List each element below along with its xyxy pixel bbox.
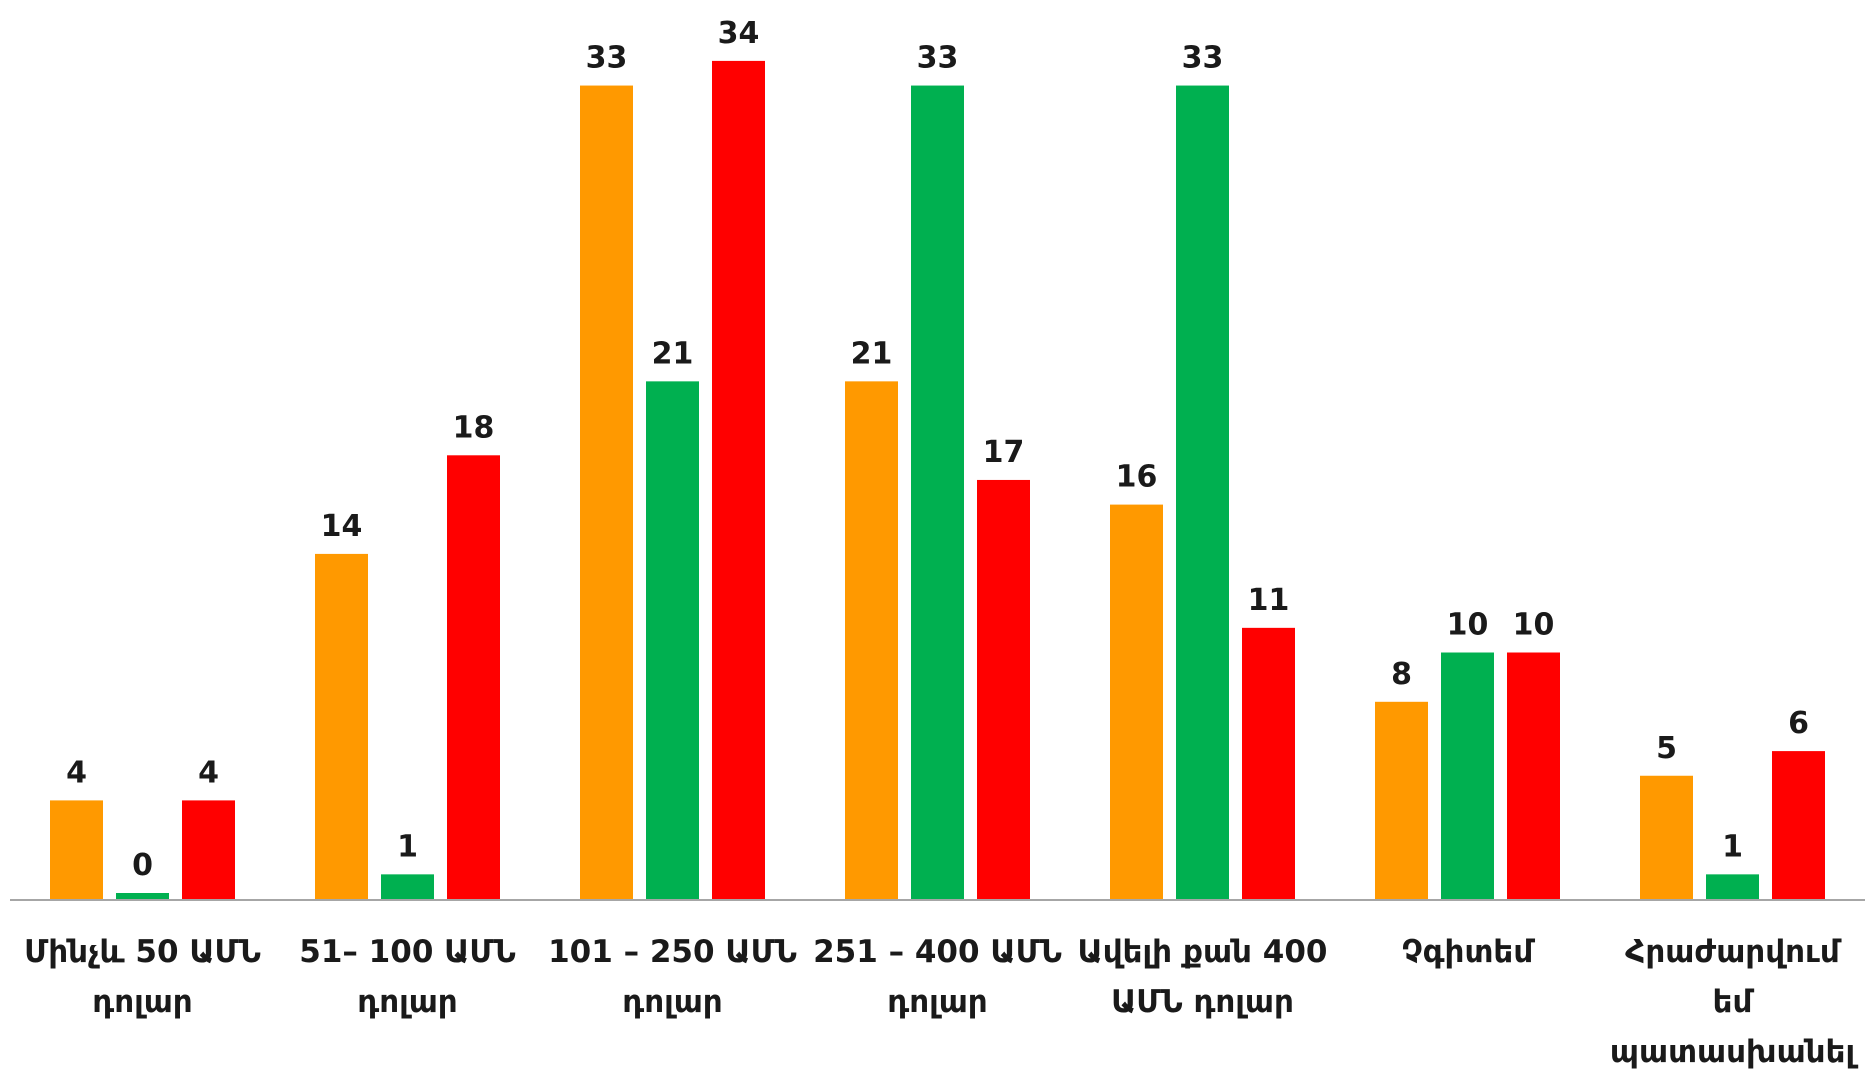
- category-label-line: Մինչև 50 ԱՄՆ: [24, 934, 261, 970]
- value-label-2-0: 33: [586, 41, 628, 76]
- bar-2-2: [712, 61, 765, 899]
- value-label-1-1: 1: [397, 829, 418, 864]
- category-label-5: Չգիտեմ: [1402, 934, 1536, 970]
- bar-2-0: [580, 86, 633, 899]
- bar-4-1: [1176, 86, 1229, 899]
- bar-6-0: [1640, 776, 1693, 899]
- bar-0-2: [182, 800, 235, 899]
- value-label-5-0: 8: [1391, 657, 1412, 692]
- bar-0-1: [116, 893, 169, 899]
- bar-2-1: [646, 381, 699, 899]
- category-label-6: Հրաժարվում եմ պատասխանել: [1610, 934, 1859, 1070]
- value-label-2-1: 21: [652, 336, 694, 371]
- value-label-6-0: 5: [1656, 731, 1677, 766]
- category-label-line: դոլար: [887, 984, 987, 1020]
- category-label-line: Ավելի քան 400: [1078, 934, 1328, 970]
- bar-1-2: [447, 455, 500, 899]
- value-label-4-0: 16: [1116, 460, 1158, 495]
- bar-1-0: [315, 554, 368, 899]
- category-label-3: 251 – 400 ԱՄՆ դոլար: [813, 934, 1062, 1020]
- category-label-line: դոլար: [622, 984, 722, 1020]
- value-label-0-2: 4: [198, 755, 219, 790]
- bar-3-0: [845, 381, 898, 899]
- value-label-3-2: 17: [983, 435, 1025, 470]
- category-label-line: Չգիտեմ: [1402, 934, 1536, 970]
- bar-5-1: [1441, 653, 1494, 900]
- category-label-line: 51– 100 ԱՄՆ: [299, 934, 516, 970]
- bar-6-2: [1772, 751, 1825, 899]
- value-label-0-0: 4: [66, 755, 87, 790]
- bar-4-0: [1110, 505, 1163, 899]
- category-label-4: Ավելի քան 400 ԱՄՆ դոլար: [1078, 934, 1328, 1020]
- bar-4-2: [1242, 628, 1295, 899]
- category-label-line: Հրաժարվում: [1625, 934, 1842, 970]
- category-label-line: եմ: [1713, 984, 1755, 1020]
- bar-3-2: [977, 480, 1030, 899]
- bar-5-2: [1507, 653, 1560, 900]
- category-label-1: 51– 100 ԱՄՆ դոլար: [299, 934, 516, 1020]
- value-label-6-2: 6: [1788, 706, 1809, 741]
- category-label-line: դոլար: [92, 984, 192, 1020]
- bars-layer: [50, 61, 1825, 899]
- value-label-1-0: 14: [321, 509, 363, 544]
- category-label-line: ԱՄՆ դոլար: [1111, 984, 1294, 1020]
- value-label-6-1: 1: [1722, 829, 1743, 864]
- value-label-2-2: 34: [718, 16, 760, 51]
- value-label-5-2: 10: [1513, 608, 1555, 643]
- bar-0-0: [50, 800, 103, 899]
- value-label-4-2: 11: [1248, 583, 1290, 618]
- value-label-3-1: 33: [917, 41, 959, 76]
- bar-5-0: [1375, 702, 1428, 899]
- category-label-line: 251 – 400 ԱՄՆ: [813, 934, 1062, 970]
- category-label-line: պատասխանել: [1610, 1034, 1859, 1070]
- value-label-4-1: 33: [1182, 41, 1224, 76]
- value-label-0-1: 0: [132, 848, 153, 883]
- category-label-line: 101 – 250 ԱՄՆ: [548, 934, 797, 970]
- value-label-3-0: 21: [851, 336, 893, 371]
- category-label-line: դոլար: [357, 984, 457, 1020]
- bar-6-1: [1706, 874, 1759, 899]
- value-label-1-2: 18: [453, 410, 495, 445]
- bar-3-1: [911, 86, 964, 899]
- category-label-2: 101 – 250 ԱՄՆ դոլար: [548, 934, 797, 1020]
- category-label-0: Մինչև 50 ԱՄՆ դոլար: [24, 934, 261, 1020]
- value-label-5-1: 10: [1447, 608, 1489, 643]
- bar-1-1: [381, 874, 434, 899]
